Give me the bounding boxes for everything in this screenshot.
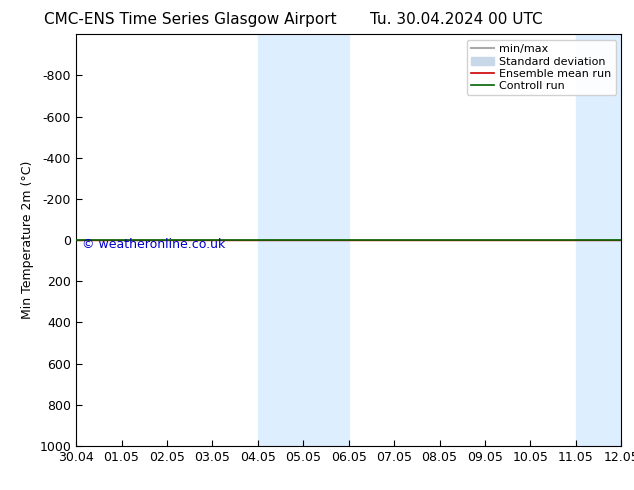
Text: Tu. 30.04.2024 00 UTC: Tu. 30.04.2024 00 UTC [370, 12, 543, 27]
Text: © weatheronline.co.uk: © weatheronline.co.uk [82, 238, 225, 251]
Y-axis label: Min Temperature 2m (°C): Min Temperature 2m (°C) [21, 161, 34, 319]
Bar [258, 34, 349, 446]
Bar [576, 34, 621, 446]
Text: CMC-ENS Time Series Glasgow Airport: CMC-ENS Time Series Glasgow Airport [44, 12, 337, 27]
Legend: min/max, Standard deviation, Ensemble mean run, Controll run: min/max, Standard deviation, Ensemble me… [467, 40, 616, 96]
